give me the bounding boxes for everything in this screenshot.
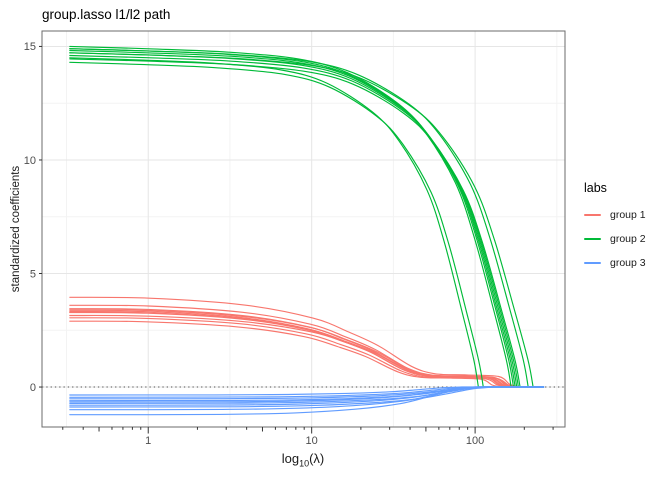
plot-title: group.lasso l1/l2 path xyxy=(42,7,171,22)
y-tick-label: 0 xyxy=(30,382,36,394)
legend-label-group-3: group 3 xyxy=(610,256,646,269)
legend-item-group-1: group 1 xyxy=(584,206,646,223)
coefficient-path-group-2 xyxy=(69,52,545,388)
x-tick-label: 10 xyxy=(306,435,318,447)
coefficient-path-group-1 xyxy=(69,317,545,388)
coefficient-path-group-1 xyxy=(69,314,545,388)
coefficient-path-group-2 xyxy=(69,61,545,388)
legend-key-line-group-3 xyxy=(584,261,601,264)
legend-label-group-1: group 1 xyxy=(610,208,646,221)
coefficient-path-group-3 xyxy=(69,386,545,396)
legend-title: labs xyxy=(584,181,607,195)
x-tick-label: 1 xyxy=(145,435,151,447)
y-tick-label: 10 xyxy=(24,155,36,167)
legend-key-line-group-1 xyxy=(584,213,601,216)
legend-item-group-3: group 3 xyxy=(584,254,646,271)
coefficient-path-group-3 xyxy=(69,386,545,416)
x-axis-title-suffix: (λ) xyxy=(309,451,325,466)
x-axis-title-subscript: 10 xyxy=(299,458,310,469)
y-axis-title: standardized coefficients xyxy=(10,165,22,293)
x-axis-title: log10(λ) xyxy=(282,451,325,469)
coefficient-path-group-2 xyxy=(69,58,545,388)
legend-item-group-2: group 2 xyxy=(584,230,646,247)
coefficient-path-group-1 xyxy=(69,296,545,388)
x-axis-title-prefix: log xyxy=(281,451,300,466)
x-tick-label: 100 xyxy=(466,435,484,447)
coefficient-path-group-2 xyxy=(69,54,545,388)
legend: labs group 1 group 2 group 3 xyxy=(584,181,646,278)
coefficient-path-group-1 xyxy=(69,320,545,388)
legend-key-line-group-2 xyxy=(584,237,601,240)
coefficient-path-group-1 xyxy=(69,311,545,388)
panel-border xyxy=(41,30,566,428)
y-tick-label: 15 xyxy=(24,41,36,53)
y-tick-label: 5 xyxy=(30,268,36,280)
legend-label-group-2: group 2 xyxy=(610,232,646,245)
